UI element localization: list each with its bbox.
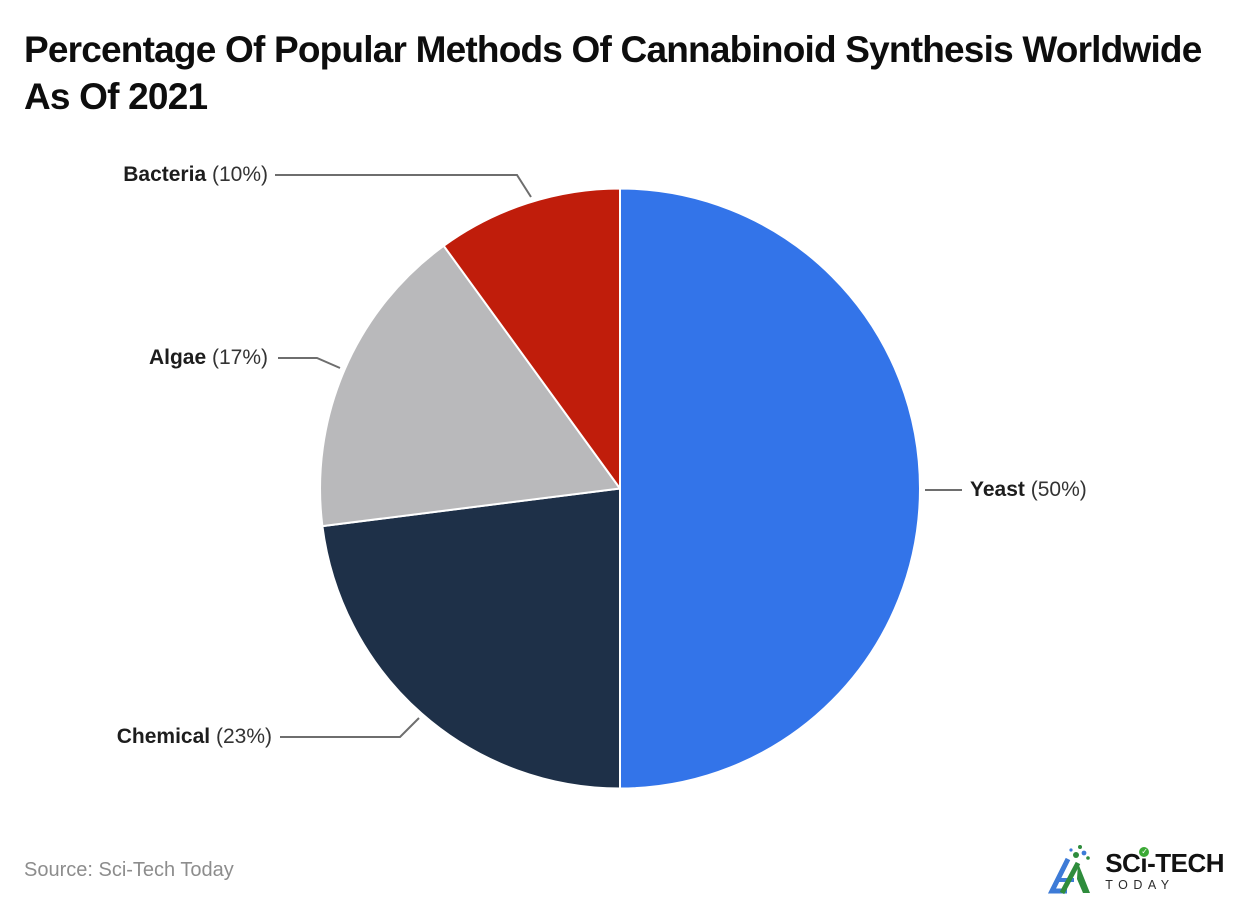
logo-wordmark: SCi ✓ -TECH TODAY (1105, 847, 1224, 892)
sci-tech-today-logo: SCi ✓ -TECH TODAY (1047, 843, 1224, 899)
pie-slices (319, 187, 921, 790)
slice-label-yeast: Yeast (50%) (970, 476, 1087, 504)
slice-label-chemical: Chemical (23%) (117, 723, 272, 751)
pie-slice-chemical (321, 487, 621, 790)
slice-label-bacteria: Bacteria (10%) (123, 161, 268, 189)
slice-label-name: Bacteria (123, 163, 207, 186)
source-text: Source: Sci-Tech Today (24, 859, 234, 881)
sci-tech-logo-icon (1048, 845, 1091, 895)
logo-title-suffix: -TECH (1147, 848, 1224, 878)
slice-label-name: Chemical (116, 725, 211, 748)
slice-label-pct: (17%) (211, 346, 268, 369)
slice-label-pct: (50%) (1030, 478, 1087, 501)
page-title: Percentage Of Popular Methods Of Cannabi… (24, 29, 1202, 117)
check-icon: ✓ (1139, 847, 1150, 857)
slice-label-pct: (23%) (215, 725, 272, 748)
pie-slice-algae (319, 244, 621, 528)
leader-lines (275, 174, 962, 738)
slice-label-name: Yeast (970, 478, 1025, 501)
pie-slice-yeast (619, 187, 921, 790)
leader-line-bacteria (275, 174, 532, 198)
logo-title: SCi ✓ -TECH (1105, 847, 1224, 878)
logo-subtitle: TODAY (1105, 878, 1175, 892)
slice-label-algae: Algae (17%) (149, 344, 268, 372)
leader-line-algae (278, 357, 341, 369)
slice-label-pct: (10%) (211, 163, 268, 186)
logo-title-prefix: SC (1105, 848, 1141, 878)
leader-line-chemical (280, 717, 420, 738)
logo-title-i: i (1140, 848, 1148, 878)
pie-slice-bacteria (442, 187, 621, 490)
slice-label-name: Algae (148, 346, 207, 369)
